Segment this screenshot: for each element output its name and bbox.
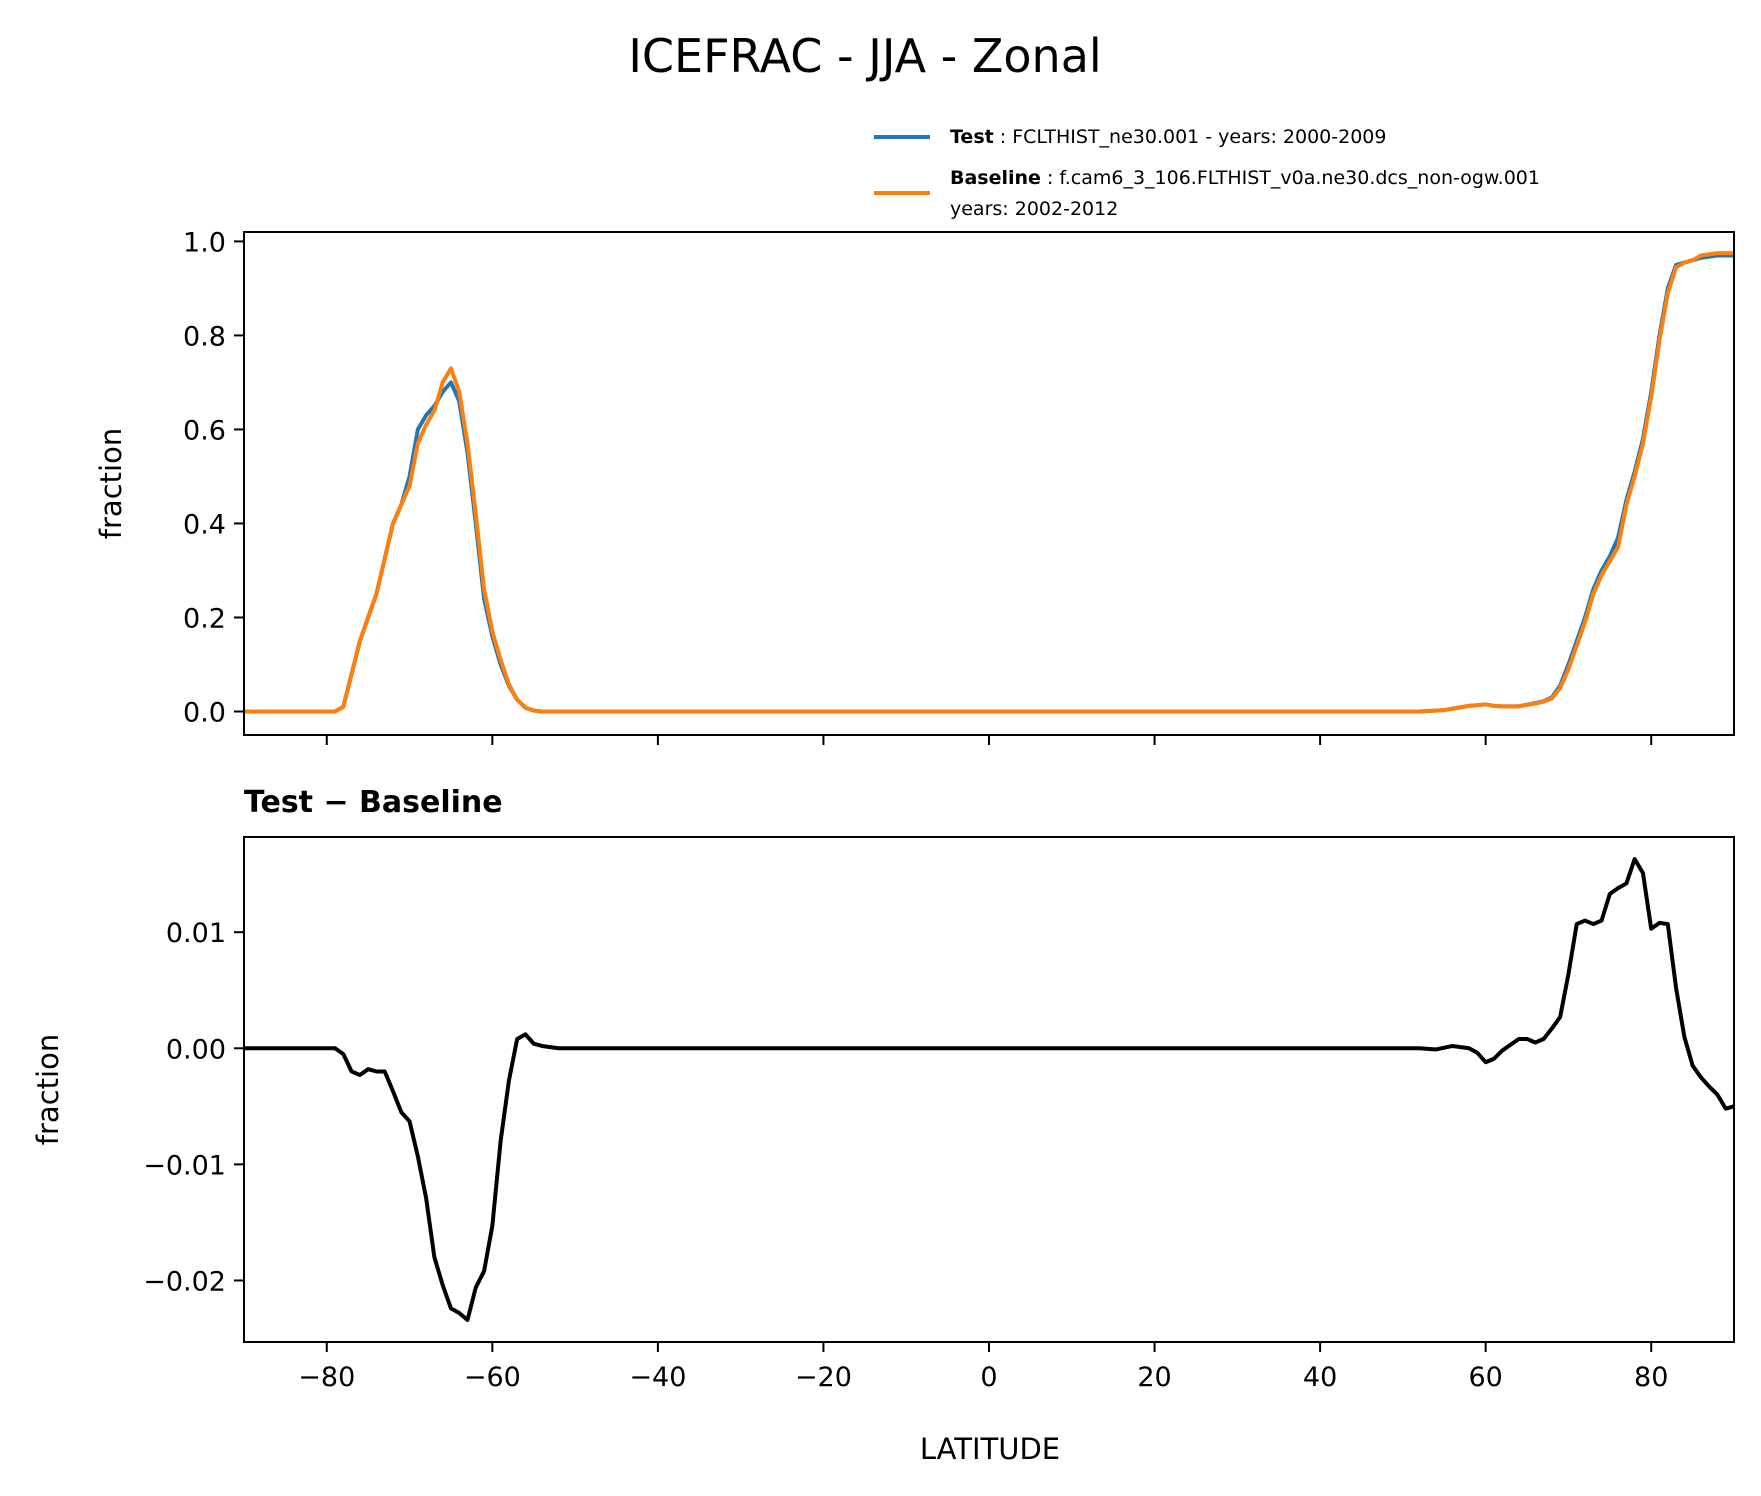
series-line-difference — [244, 857, 1734, 1322]
panel-difference: −80 −60 −40 −20 0 20 40 60 80 −0.02 −0.01 0.00 0.01 — [143, 836, 1735, 1393]
legend: Test : FCLTHIST_ne30.001 - years: 2000-2… — [874, 126, 1540, 220]
y-tick-label: 1.0 — [183, 227, 226, 258]
series-line-baseline — [244, 251, 1734, 714]
y-tick-label: 0.8 — [183, 321, 226, 352]
y-tick-label: 0.01 — [166, 918, 226, 949]
legend-test-separator: : — [994, 126, 1012, 148]
x-tick-label: 60 — [1468, 1362, 1502, 1393]
legend-baseline-name: Baseline — [950, 167, 1041, 189]
x-tick-label: −80 — [298, 1362, 355, 1393]
legend-test-label: Test : FCLTHIST_ne30.001 - years: 2000-2… — [950, 126, 1386, 148]
x-tick-label: 40 — [1303, 1362, 1337, 1393]
y-tick-label: 0.4 — [183, 509, 226, 540]
legend-test-desc: FCLTHIST_ne30.001 - years: 2000-2009 — [1012, 126, 1386, 148]
legend-baseline-label: Baseline : f.cam6_3_106.FLTHIST_v0a.ne30… — [950, 167, 1540, 189]
legend-baseline-desc: f.cam6_3_106.FLTHIST_v0a.ne30.dcs_non-og… — [1059, 167, 1540, 189]
x-tick-label: −20 — [795, 1362, 852, 1393]
x-tick-label: −40 — [629, 1362, 686, 1393]
legend-test-name: Test — [950, 126, 994, 148]
legend-baseline-desc2: years: 2002-2012 — [950, 198, 1118, 220]
y-tick-label: 0.0 — [183, 697, 226, 728]
x-tick-label: 20 — [1137, 1362, 1171, 1393]
x-tick-label: 80 — [1634, 1362, 1668, 1393]
top-ylabel: fraction — [94, 428, 128, 539]
difference-ylabel: fraction — [31, 1034, 65, 1145]
difference-title: Test − Baseline — [244, 785, 503, 820]
y-tick-label: 0.6 — [183, 415, 226, 446]
figure-title: ICEFRAC - JJA - Zonal — [628, 29, 1101, 83]
y-tick-label: 0.2 — [183, 603, 226, 634]
x-tick-label: −60 — [464, 1362, 521, 1393]
x-tick-label: 0 — [980, 1362, 997, 1393]
panel-top: 0.0 0.2 0.4 0.6 0.8 1.0 — [183, 227, 1735, 745]
y-tick-label: 0.00 — [166, 1034, 226, 1065]
y-tick-label: −0.02 — [143, 1266, 226, 1297]
y-tick-label: −0.01 — [143, 1150, 226, 1181]
legend-baseline-separator: : — [1041, 167, 1059, 189]
x-axis-label: LATITUDE — [920, 1432, 1060, 1466]
